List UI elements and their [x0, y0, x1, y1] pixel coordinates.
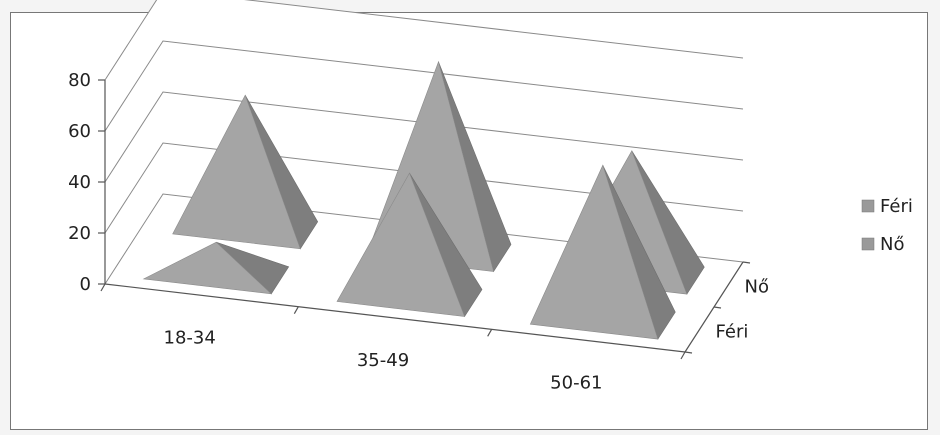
depth-tick-mark [742, 261, 751, 264]
legend: Féri Nő [861, 196, 913, 255]
legend-label-feri: Féri [880, 196, 913, 217]
pyramid-50-61-Féri [529, 164, 676, 340]
x-axis-tick-labels: 18-34 35-49 50-61 [164, 327, 603, 393]
depth-tick-label: Nő [745, 277, 769, 298]
x-tick-label: 18-34 [164, 327, 216, 348]
x-tick-mark [680, 351, 686, 360]
side-wall [105, 0, 163, 284]
x-tick-mark [293, 306, 299, 314]
pyramid-front-face [336, 172, 466, 317]
pyramid-18-34-Féri [142, 241, 290, 295]
legend-swatch-no [861, 237, 875, 251]
x-tick-mark [100, 283, 106, 292]
y-tick-label: 80 [68, 70, 91, 91]
depth-tick-mark [684, 351, 693, 354]
legend-swatch-feri [861, 199, 875, 213]
gridlines [104, 0, 744, 285]
x-tick-label: 35-49 [357, 350, 409, 371]
y-tick-label: 0 [80, 274, 91, 295]
legend-label-no: Nő [880, 234, 904, 255]
depth-tick-mark [713, 306, 722, 309]
y-tick-label: 40 [68, 172, 91, 193]
pyramid-front-face [172, 94, 301, 250]
gridline [104, 193, 744, 285]
pyramid-marks [142, 60, 705, 340]
x-tick-label: 50-61 [550, 373, 602, 394]
depth-axis-tick-labels: Féri Nő [716, 277, 769, 343]
legend-item-feri: Féri [861, 196, 913, 217]
y-axis-tick-labels: 0 20 40 60 80 [68, 70, 91, 295]
y-tick-label: 20 [68, 223, 91, 244]
pyramid-18-34-Nő [172, 94, 319, 250]
depth-tick-label: Féri [716, 322, 749, 343]
pyramid-front-face [142, 241, 273, 295]
x-tick-mark [487, 329, 493, 337]
chart-axes [98, 79, 751, 360]
x-axis-line [104, 283, 686, 353]
pyramid-35-49-Féri [336, 172, 483, 318]
gridline [104, 142, 744, 234]
gridline [104, 91, 744, 183]
y-tick-label: 60 [68, 121, 91, 142]
legend-item-no: Nő [861, 234, 904, 255]
gridline [104, 0, 744, 81]
pyramid-front-face [529, 164, 659, 340]
gridline [104, 40, 744, 132]
